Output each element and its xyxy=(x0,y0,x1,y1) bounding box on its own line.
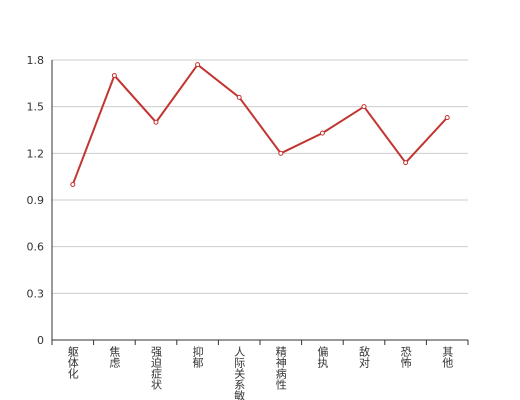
x-tick-label: 其他 xyxy=(441,346,454,368)
x-tick-label: 偏执 xyxy=(316,345,329,369)
point xyxy=(236,94,242,100)
y-tick-label: 0.6 xyxy=(27,241,45,254)
y-tick-label: 1.8 xyxy=(27,54,45,67)
point xyxy=(319,130,325,136)
point xyxy=(403,160,409,166)
line xyxy=(71,63,448,185)
point xyxy=(444,115,450,121)
x-tick-label: 敌对 xyxy=(358,345,371,368)
y-tick-label: 0.3 xyxy=(27,287,45,300)
x-tick-label: 躯体化 xyxy=(66,346,79,380)
x-tick-label: 人际关系敏感 xyxy=(233,346,246,400)
y-tick-label: 1.2 xyxy=(27,147,45,160)
x-tick-label: 抑郁 xyxy=(191,345,204,368)
point xyxy=(195,62,201,68)
y-tick-label: 0 xyxy=(37,334,44,347)
x-tick-label: 强迫症状 xyxy=(150,346,163,390)
point xyxy=(70,181,76,187)
point xyxy=(278,150,284,156)
x-tick-label: 恐怖 xyxy=(399,346,412,368)
x-tick-label: 精神病性 xyxy=(274,346,287,391)
y-tick-label: 0.9 xyxy=(27,194,45,207)
point xyxy=(361,104,367,110)
point xyxy=(153,119,159,125)
point xyxy=(111,73,117,79)
y-tick-label: 1.5 xyxy=(27,101,45,114)
x-tick-label: 焦虑 xyxy=(108,346,121,368)
